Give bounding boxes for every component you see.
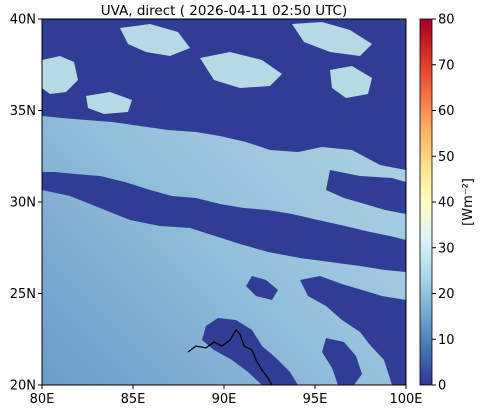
cloud-mask <box>42 19 406 385</box>
cloud-region-east <box>326 170 406 214</box>
colorbar-tick-label: 70 <box>438 58 455 73</box>
y-tick-label: 40N <box>10 13 36 28</box>
map-panel <box>42 19 406 385</box>
clear-patch-1 <box>42 56 78 94</box>
colorbar-gradient <box>420 19 432 385</box>
clear-patch-2 <box>120 24 190 56</box>
clear-patch-6 <box>86 92 132 114</box>
colorbar-tick-label: 50 <box>438 150 455 165</box>
colorbar-tick-label: 80 <box>438 13 455 28</box>
x-axis: 80E 85E 90E 95E 100E <box>30 385 423 407</box>
colorbar-tick-label: 0 <box>438 379 446 394</box>
colorbar: 0 10 20 30 40 50 60 70 80 [Wm⁻²] <box>419 13 476 394</box>
map-title: UVA, direct ( 2026-04-11 02:50 UTC) <box>101 3 348 19</box>
y-tick-label: 35N <box>10 104 36 119</box>
x-tick-label: 90E <box>212 392 237 407</box>
colorbar-tick-label: 10 <box>438 333 455 348</box>
colorbar-tick-label: 20 <box>438 287 455 302</box>
cloud-patch-south <box>322 338 362 385</box>
clear-patch-5 <box>330 66 372 98</box>
x-tick-label: 95E <box>303 392 328 407</box>
cloud-region-southeast <box>300 276 406 385</box>
clear-patch-4 <box>292 22 372 56</box>
y-axis: 20N 25N 30N 35N 40N <box>10 13 42 394</box>
clear-patch-3 <box>200 52 282 88</box>
y-tick-label: 20N <box>10 379 36 394</box>
x-tick-label: 85E <box>121 392 146 407</box>
colorbar-tick-label: 40 <box>438 196 455 211</box>
colorbar-tick-label: 60 <box>438 104 455 119</box>
cloud-region-north <box>42 19 406 170</box>
colorbar-ticks: 0 10 20 30 40 50 60 70 80 <box>432 13 455 394</box>
x-tick-label: 100E <box>389 392 422 407</box>
cloud-patch-southwest <box>202 318 298 385</box>
colorbar-label: [Wm⁻²] <box>461 178 476 226</box>
cloud-patch-small <box>246 276 278 300</box>
colorbar-tick-label: 30 <box>438 241 455 256</box>
x-tick-label: 80E <box>30 392 55 407</box>
clear-patches <box>42 22 372 114</box>
y-tick-label: 25N <box>10 287 36 302</box>
coastline <box>187 329 273 385</box>
cloud-band-central <box>42 172 406 272</box>
y-tick-label: 30N <box>10 196 36 211</box>
